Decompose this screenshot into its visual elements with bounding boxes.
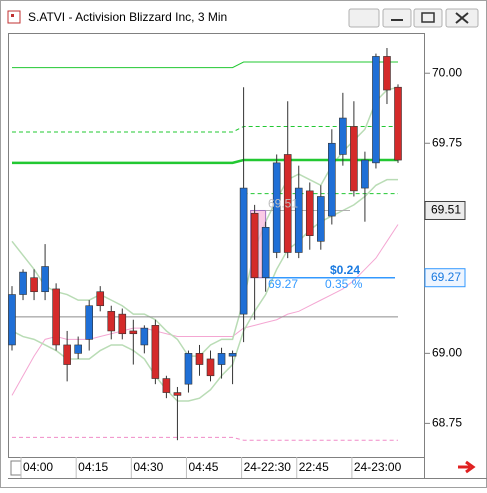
candle-body bbox=[107, 311, 116, 332]
candle-body bbox=[195, 353, 204, 365]
close-icon bbox=[455, 12, 469, 24]
candle-body bbox=[350, 126, 358, 192]
candle-body bbox=[328, 142, 336, 217]
price-tag-label: 69.27 bbox=[431, 270, 461, 284]
candle-body bbox=[173, 392, 182, 396]
window-title: S.ATVI - Activision Blizzard Inc, 3 Min bbox=[28, 10, 227, 24]
x-tick-label: 22:45 bbox=[299, 460, 329, 474]
x-tick-label: 04:30 bbox=[133, 460, 163, 474]
candle-body bbox=[217, 353, 226, 365]
price-tag-label: 69.51 bbox=[431, 203, 461, 217]
measure-to-label: 69.51 bbox=[268, 197, 298, 211]
x-tick-label: 24-23:00 bbox=[354, 460, 402, 474]
minimize-button[interactable] bbox=[382, 8, 412, 28]
y-tick-label: 69.00 bbox=[432, 346, 462, 360]
candle-body bbox=[239, 187, 248, 315]
candle-body bbox=[228, 353, 237, 357]
candle-body bbox=[85, 305, 93, 340]
x-tick-label: 04:45 bbox=[188, 460, 218, 474]
candle-body bbox=[19, 271, 27, 295]
candle-body bbox=[361, 159, 369, 189]
candle-body bbox=[30, 277, 38, 293]
candle-body bbox=[339, 117, 347, 155]
candle-body bbox=[151, 325, 160, 379]
candle-body bbox=[52, 288, 60, 346]
indicator-line bbox=[12, 61, 398, 69]
candle-body bbox=[394, 86, 402, 161]
level-line bbox=[12, 125, 398, 133]
candle-body bbox=[206, 358, 215, 377]
candle-body bbox=[283, 154, 292, 253]
y-tick-label: 68.75 bbox=[432, 416, 462, 430]
scroll-right-arrow[interactable] bbox=[458, 460, 476, 474]
x-tick-label: 04:15 bbox=[78, 460, 108, 474]
indicator-line bbox=[11, 224, 399, 396]
measure-change: $0.24 bbox=[330, 263, 360, 277]
candle-body bbox=[383, 56, 391, 91]
price-tag bbox=[424, 268, 466, 288]
y-tick-label: 70.00 bbox=[432, 65, 462, 79]
candle-body bbox=[305, 190, 314, 236]
candle-body bbox=[96, 291, 105, 307]
y-tick-label: 69.75 bbox=[432, 135, 462, 149]
candle-body bbox=[316, 196, 325, 242]
link-button[interactable] bbox=[348, 8, 380, 28]
x-tick-label: 24-22:30 bbox=[244, 460, 292, 474]
candle-body bbox=[140, 327, 149, 346]
candle-body bbox=[129, 330, 138, 335]
candle-body bbox=[250, 212, 259, 279]
candle-body bbox=[294, 187, 303, 253]
candle-body bbox=[372, 56, 380, 164]
candle-body bbox=[41, 266, 49, 293]
candle-body bbox=[8, 294, 16, 346]
candle-body bbox=[272, 162, 281, 253]
measure-from-label: 69.27 bbox=[268, 277, 298, 291]
plot-area bbox=[8, 33, 425, 458]
candle-body bbox=[184, 353, 193, 385]
candle-body bbox=[63, 344, 71, 365]
price-tag bbox=[424, 200, 466, 220]
x-tick-label: 04:00 bbox=[23, 460, 53, 474]
scroll-box[interactable] bbox=[10, 460, 22, 476]
maximize-icon bbox=[421, 12, 435, 23]
app-icon-dot bbox=[11, 14, 14, 17]
maximize-button[interactable] bbox=[413, 8, 443, 28]
candle-body bbox=[118, 313, 127, 335]
candle-body bbox=[261, 226, 270, 279]
level-line bbox=[12, 436, 398, 441]
candle-body bbox=[74, 344, 82, 354]
measure-percent: 0.35 % bbox=[325, 277, 363, 291]
candle-body bbox=[162, 378, 171, 393]
